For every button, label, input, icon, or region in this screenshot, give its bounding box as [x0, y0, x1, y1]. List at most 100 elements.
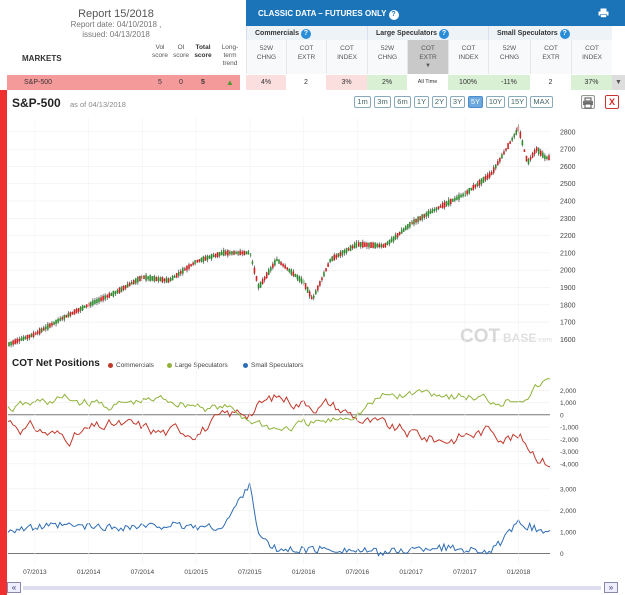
price-candle [114, 291, 117, 295]
com-52w-chng-header[interactable]: 52W CHNG [246, 40, 286, 74]
price-candle [94, 300, 96, 304]
help-icon[interactable]: ? [300, 29, 311, 39]
price-candle [398, 231, 401, 235]
price-candle [282, 263, 284, 267]
price-candle [116, 289, 119, 294]
ls-cot-extr-header[interactable]: COT EXTR ▼ [407, 40, 448, 74]
price-candle [396, 233, 399, 238]
range-button-3m[interactable]: 3m [374, 96, 391, 108]
market-name[interactable]: S&P-500 [24, 79, 53, 86]
price-candle [286, 267, 288, 270]
range-button-10y[interactable]: 10Y [486, 96, 505, 108]
price-y-tick: 2400 [560, 199, 576, 206]
price-y-tick: 2200 [560, 233, 576, 240]
price-candle [143, 275, 145, 279]
chart-asof: as of 04/13/2018 [70, 100, 126, 109]
price-candle [495, 164, 497, 169]
chart-title: S&P-500 [12, 96, 61, 110]
legend-small-speculators[interactable]: Small Speculators [243, 362, 303, 369]
price-candle [245, 251, 248, 255]
price-candle [67, 313, 70, 318]
price-candle [482, 176, 485, 183]
close-button[interactable]: X [605, 95, 619, 109]
ss-52w-chng-header[interactable]: 52W CHNG [488, 40, 530, 74]
vol-score-header[interactable]: Vol score [152, 44, 168, 59]
com-cot-index-header[interactable]: COT INDEX [326, 40, 367, 74]
price-candle [272, 263, 274, 268]
com-cot-index: 3% [326, 75, 367, 90]
range-button-6m[interactable]: 6m [394, 96, 411, 108]
market-color-bar [0, 90, 7, 595]
price-candle [296, 274, 299, 280]
range-button-1m[interactable]: 1m [354, 96, 371, 108]
price-candle [460, 194, 462, 198]
range-button-3y[interactable]: 3Y [450, 96, 465, 108]
help-icon[interactable]: ? [439, 29, 450, 39]
price-candle [478, 179, 481, 186]
range-button-5y[interactable]: 5Y [468, 96, 483, 108]
price-candle [499, 157, 501, 162]
large-speculators-group-header: Large Speculators ? [367, 26, 488, 40]
com-cot-extr-header[interactable]: COT EXTR [286, 40, 326, 74]
scroll-down-icon[interactable]: ▼ [612, 75, 625, 90]
ss-cot-index: 37% [571, 75, 612, 90]
x-tick: 07/2017 [453, 569, 477, 576]
long-term-trend-header[interactable]: Long-term trend [221, 44, 239, 67]
price-candle [118, 287, 121, 293]
price-candle [196, 260, 198, 263]
help-icon[interactable]: ? [559, 29, 570, 39]
ss-cot-extr-header[interactable]: COT EXTR [530, 40, 571, 74]
price-candle [255, 276, 258, 281]
price-candle [90, 301, 92, 306]
price-candle [374, 242, 376, 249]
uptrend-icon: ▲ [226, 78, 234, 87]
scroll-left-button[interactable]: « [7, 582, 21, 593]
price-candle [233, 251, 235, 255]
price-candle [106, 295, 108, 298]
ls-52w-chng-header[interactable]: 52W CHNG [367, 40, 407, 74]
price-candle [300, 278, 303, 283]
oi-score: 0 [179, 79, 183, 86]
price-candle [75, 308, 78, 314]
total-score-header[interactable]: Total score [194, 44, 212, 59]
ls-cot-index-header[interactable]: COT INDEX [448, 40, 488, 74]
print-chart-icon[interactable] [581, 95, 595, 109]
ss-cot-index-header[interactable]: COT INDEX [571, 40, 612, 74]
range-button-max[interactable]: MAX [530, 96, 553, 108]
price-candle [445, 201, 448, 206]
scroll-right-button[interactable]: » [604, 582, 618, 593]
small-y-tick: 1,000 [560, 529, 577, 536]
range-button-15y[interactable]: 15Y [508, 96, 527, 108]
price-candle [36, 331, 39, 334]
price-candle [407, 224, 409, 229]
legend-commercials[interactable]: Commercials [108, 362, 154, 369]
price-candle [108, 293, 111, 298]
price-candle [454, 197, 456, 201]
price-candle [161, 276, 164, 283]
small-speculators-group-header: Small Speculators ? [488, 26, 612, 40]
oi-score-header[interactable]: OI score [173, 44, 189, 59]
price-candle [333, 254, 336, 261]
price-candle [227, 250, 229, 256]
print-icon[interactable] [598, 8, 609, 18]
help-icon[interactable]: ? [388, 10, 399, 20]
report-date: Report date: 04/10/2018 , [70, 20, 162, 29]
legend-large-speculators[interactable]: Large Speculators [167, 362, 228, 369]
price-candle [214, 253, 217, 258]
price-candle [413, 219, 415, 225]
range-button-1y[interactable]: 1Y [414, 96, 429, 108]
price-candle [28, 334, 31, 338]
scroll-track[interactable] [23, 586, 601, 590]
range-button-2y[interactable]: 2Y [432, 96, 447, 108]
price-candle [265, 272, 268, 279]
x-tick: 07/2016 [346, 569, 370, 576]
price-candle [26, 334, 29, 340]
watermark-base: BASE [503, 331, 536, 345]
price-candle [452, 198, 454, 202]
price-candle [388, 240, 391, 244]
table-row[interactable] [7, 75, 240, 90]
price-candle [439, 205, 442, 208]
price-candle [24, 336, 27, 340]
price-candle [415, 218, 417, 223]
